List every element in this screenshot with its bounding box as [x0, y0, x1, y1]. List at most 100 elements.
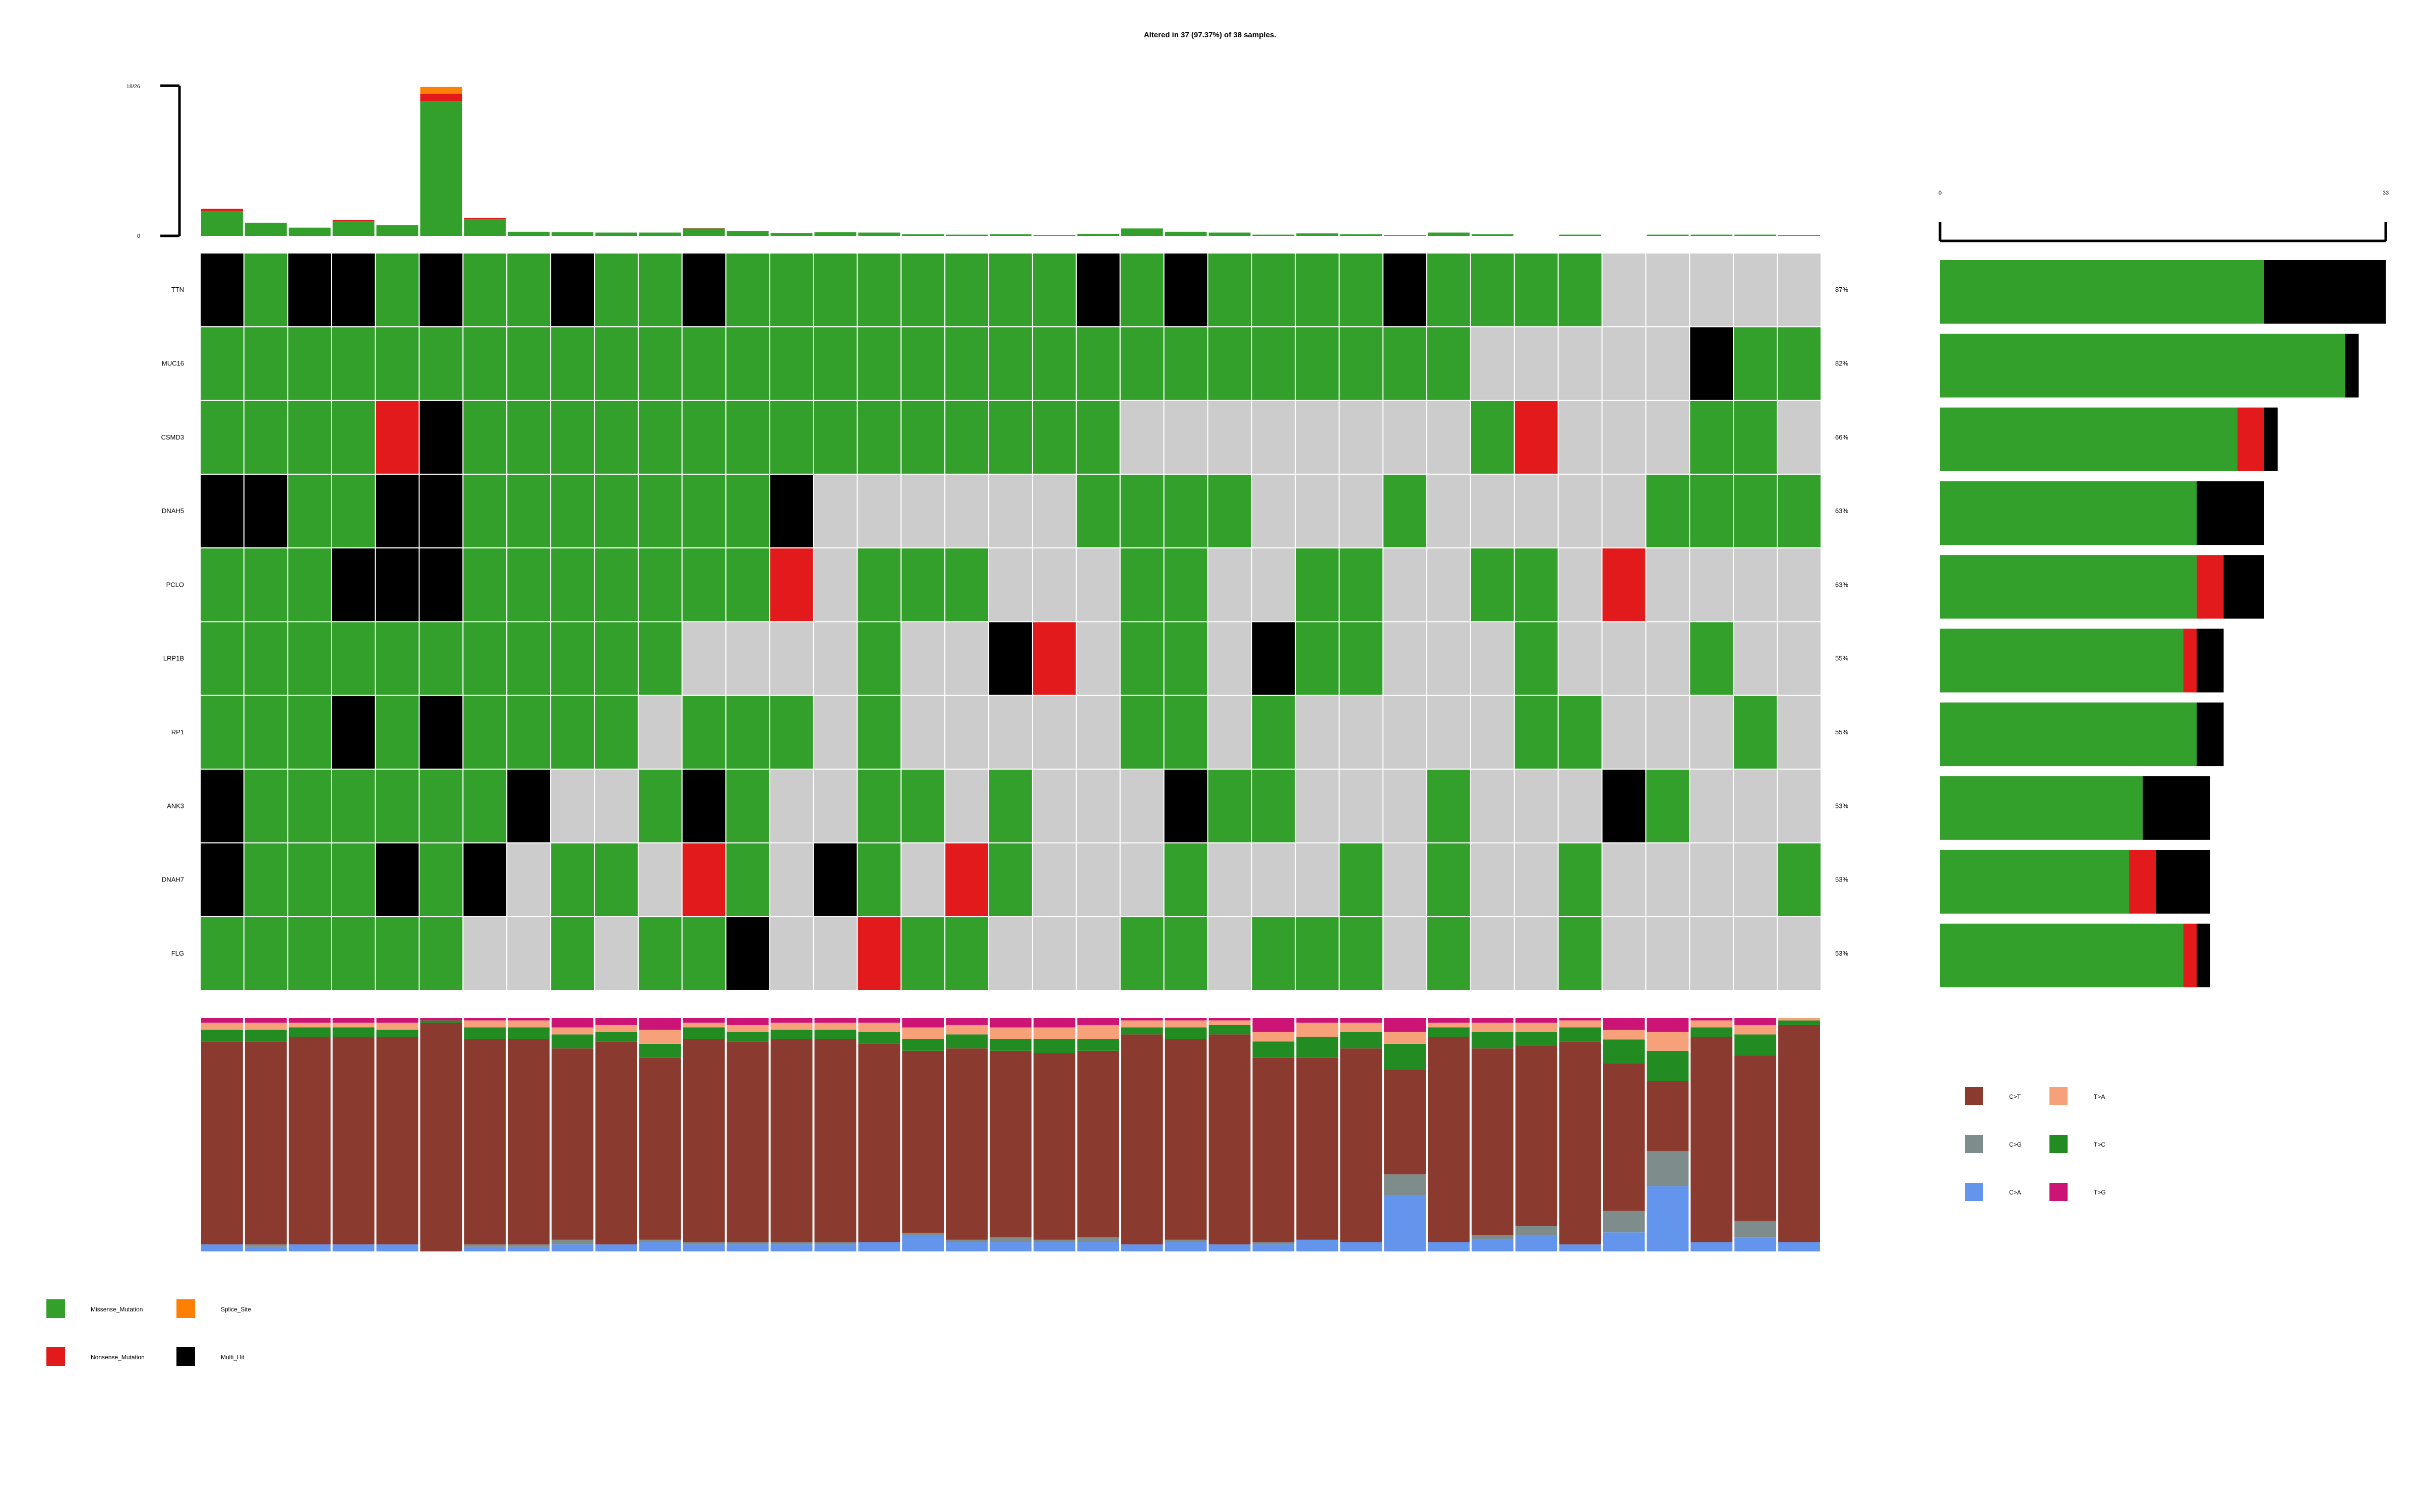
- titv-segment: [332, 1023, 375, 1028]
- titv-segment: [946, 1048, 988, 1240]
- titv-segment: [727, 1244, 769, 1251]
- gene-label: DNAH5: [162, 507, 184, 515]
- matrix-cell: [1251, 326, 1296, 401]
- titv-segment: [464, 1246, 506, 1251]
- matrix-cell: [462, 916, 508, 991]
- matrix-cell: [769, 253, 814, 328]
- tmb-bar: [1384, 235, 1426, 236]
- matrix-cell: [1119, 842, 1165, 917]
- matrix-cell: [1777, 400, 1822, 475]
- matrix-cell: [1339, 842, 1384, 917]
- matrix-cell: [331, 769, 376, 844]
- titv-segment: [1384, 1018, 1426, 1032]
- matrix-cell: [1382, 400, 1427, 475]
- matrix-cell: [1777, 326, 1822, 401]
- gene-bar: [1940, 407, 2237, 471]
- tmb-bar: [639, 232, 681, 236]
- matrix-cell: [637, 400, 683, 475]
- matrix-cell: [462, 621, 508, 696]
- matrix-cell: [725, 253, 770, 328]
- titv-segment: [1033, 1018, 1075, 1028]
- titv-segment: [1121, 1027, 1163, 1035]
- titv-segment: [858, 1032, 900, 1044]
- matrix-cell: [769, 695, 814, 770]
- matrix-cell: [857, 695, 902, 770]
- matrix-cell: [944, 769, 990, 844]
- titv-segment: [332, 1037, 375, 1245]
- matrix-cell: [1163, 473, 1208, 549]
- matrix-cell: [1645, 547, 1690, 622]
- matrix-cell: [1601, 253, 1647, 328]
- matrix-cell: [1382, 695, 1427, 770]
- titv-segment: [1647, 1151, 1689, 1186]
- titv-segment: [552, 1048, 594, 1240]
- matrix-cell: [1557, 253, 1603, 328]
- tmb-bar: [814, 232, 857, 236]
- matrix-cell: [200, 842, 245, 917]
- titv-segment: [508, 1027, 550, 1039]
- matrix-cell: [944, 473, 990, 549]
- tmb-bar: [1208, 232, 1251, 236]
- matrix-cell: [900, 400, 946, 475]
- matrix-cell: [1163, 842, 1208, 917]
- matrix-cell: [1733, 400, 1778, 475]
- gene-bar: [2183, 628, 2197, 692]
- matrix-cell: [243, 400, 288, 475]
- titv-segment: [1033, 1053, 1075, 1240]
- matrix-cell: [769, 842, 814, 917]
- titv-segment: [1296, 1023, 1339, 1037]
- titv-segment: [1690, 1018, 1733, 1021]
- legend-swatch: [2049, 1135, 2068, 1153]
- matrix-cell: [418, 769, 464, 844]
- titv-segment: [332, 1027, 375, 1037]
- matrix-cell: [1557, 326, 1603, 401]
- matrix-cell: [988, 621, 1033, 696]
- matrix-cell: [506, 253, 552, 328]
- matrix-cell: [1601, 547, 1647, 622]
- matrix-cell: [375, 769, 420, 844]
- matrix-cell: [1119, 326, 1165, 401]
- titv-segment: [1427, 1037, 1470, 1242]
- tmb-bar: [1296, 233, 1339, 236]
- titv-segment: [201, 1023, 243, 1030]
- matrix-cell: [1207, 473, 1252, 549]
- titv-segment: [1340, 1242, 1382, 1251]
- matrix-cell: [944, 621, 990, 696]
- titv-segment: [814, 1244, 857, 1251]
- titv-segment: [770, 1030, 813, 1039]
- titv-segment: [1121, 1244, 1163, 1251]
- titv-segment: [1734, 1237, 1777, 1251]
- titv-segment: [902, 1039, 944, 1051]
- titv-segment: [1471, 1032, 1514, 1049]
- matrix-cell: [1470, 769, 1515, 844]
- matrix-cell: [857, 253, 902, 328]
- matrix-cell: [243, 842, 288, 917]
- titv-segment: [946, 1242, 988, 1251]
- titv-segment: [1559, 1020, 1601, 1028]
- matrix-cell: [418, 473, 464, 549]
- matrix-cell: [418, 621, 464, 696]
- matrix-cell: [857, 769, 902, 844]
- matrix-cell: [681, 695, 727, 770]
- matrix-cell: [1339, 253, 1384, 328]
- legend-label: T>C: [2094, 1141, 2105, 1148]
- matrix-cell: [462, 695, 508, 770]
- tmb-bar: [1121, 228, 1163, 236]
- tmb-bar: [332, 221, 375, 236]
- matrix-cell: [243, 769, 288, 844]
- matrix-cell: [857, 473, 902, 549]
- titv-segment: [201, 1030, 243, 1042]
- titv-segment: [1559, 1041, 1601, 1245]
- titv-segment: [508, 1018, 550, 1021]
- legend-swatch: [1965, 1087, 1983, 1105]
- gene-percentage: 53%: [1835, 950, 1848, 957]
- matrix-cell: [1426, 253, 1471, 328]
- titv-segment: [1252, 1244, 1295, 1251]
- titv-segment: [376, 1244, 418, 1251]
- matrix-cell: [1777, 769, 1822, 844]
- matrix-cell: [550, 695, 595, 770]
- matrix-cell: [988, 695, 1033, 770]
- gene-bar: [1940, 702, 2197, 767]
- gene-label: CSMD3: [161, 433, 184, 441]
- matrix-cell: [813, 473, 858, 549]
